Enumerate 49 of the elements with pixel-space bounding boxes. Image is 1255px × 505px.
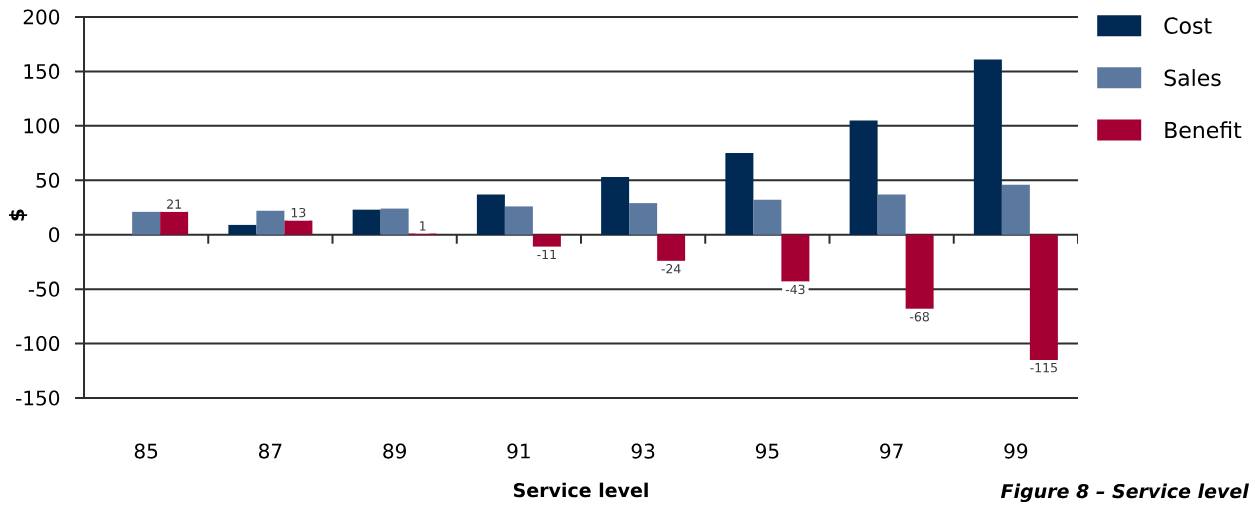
bar — [132, 211, 161, 235]
y-tick-label: -50 — [28, 281, 60, 297]
y-tick-label: -150 — [16, 390, 60, 406]
bar — [160, 211, 189, 235]
x-tick-label: 97 — [880, 443, 903, 459]
bar — [973, 59, 1002, 235]
y-tick-label: 0 — [49, 227, 60, 243]
bar — [905, 234, 934, 309]
bar — [284, 220, 313, 235]
data-label: 1 — [420, 221, 426, 231]
x-tick-label: 87 — [259, 443, 282, 459]
caption: Figure 8 – Service level — [1000, 483, 1249, 503]
y-tick-label: 100 — [24, 118, 60, 134]
bar — [629, 203, 658, 235]
y-axis-title: $ — [8, 209, 28, 221]
bar — [601, 177, 630, 235]
legend-label: Cost — [1164, 17, 1212, 34]
data-label: -11 — [537, 249, 556, 259]
x-tick-label: 95 — [755, 443, 779, 459]
bar — [1001, 184, 1030, 235]
x-axis-title: Service level — [513, 482, 648, 498]
bar — [849, 120, 878, 235]
y-tick-label: 50 — [36, 172, 60, 188]
bar — [725, 153, 754, 235]
x-tick-label: 99 — [1004, 443, 1028, 459]
data-label: 21 — [167, 199, 181, 209]
data-label: 13 — [291, 207, 306, 218]
data-label: -115 — [1030, 363, 1057, 373]
bar — [256, 210, 285, 235]
x-tick-label: 91 — [507, 443, 530, 459]
bar — [476, 194, 505, 235]
data-label: -43 — [785, 284, 805, 295]
data-label: -68 — [910, 311, 929, 322]
y-tick-label: 200 — [23, 9, 60, 25]
data-label: -24 — [661, 264, 681, 274]
bar — [228, 224, 257, 235]
bar — [380, 208, 409, 235]
x-tick-label: 93 — [631, 443, 655, 459]
bar — [504, 206, 533, 235]
bar — [753, 199, 782, 235]
legend-label: Benefit — [1165, 121, 1242, 139]
y-tick-label: -100 — [16, 336, 60, 352]
bar — [532, 234, 561, 247]
legend-label: Sales — [1164, 69, 1221, 87]
y-tick-label: 150 — [24, 63, 60, 79]
x-tick-label: 85 — [134, 443, 158, 459]
bar — [352, 209, 381, 235]
bar — [877, 194, 906, 235]
x-tick-label: 89 — [383, 443, 406, 459]
